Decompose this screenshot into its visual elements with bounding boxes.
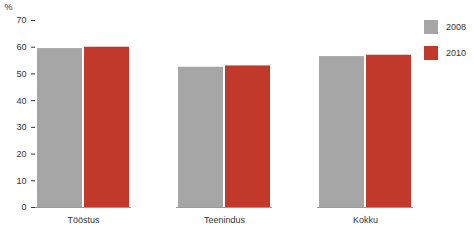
svg-text:20: 20	[16, 149, 26, 159]
svg-text:30: 30	[16, 122, 26, 132]
svg-text:70: 70	[16, 15, 26, 25]
svg-text:50: 50	[16, 69, 26, 79]
svg-text:Tööstus: Tööstus	[67, 215, 100, 225]
svg-text:60: 60	[16, 42, 26, 52]
svg-text:40: 40	[16, 96, 26, 106]
svg-text:%: %	[5, 2, 13, 12]
html-text:2008: 2008	[446, 22, 466, 32]
html-text:2010: 2010	[446, 48, 466, 58]
svg-text:0: 0	[21, 202, 26, 212]
svg-text:Teenindus: Teenindus	[204, 215, 246, 225]
svg-text:10: 10	[16, 176, 26, 186]
svg-text:Kokku: Kokku	[353, 215, 378, 225]
